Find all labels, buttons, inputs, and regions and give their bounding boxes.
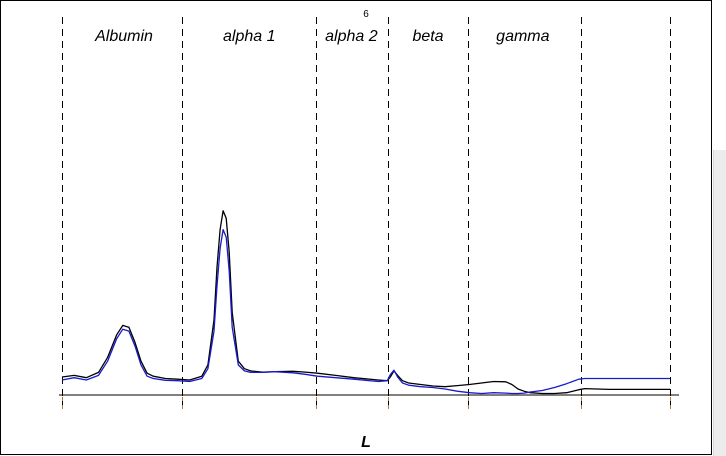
band-label-3: beta <box>412 28 443 45</box>
band-label-0: Albumin <box>94 28 153 45</box>
band-label-2: alpha 2 <box>325 28 378 45</box>
band-label-1: alpha 1 <box>223 28 276 45</box>
scrollbar-track[interactable] <box>713 150 726 456</box>
series-line-1 <box>61 228 670 395</box>
x-axis-label: L <box>361 434 371 451</box>
series-line-0 <box>61 210 670 395</box>
band-label-4: gamma <box>496 28 549 45</box>
chart-plot: 6 Albumin alpha 1 alpha 2 beta gamma L <box>59 9 679 451</box>
page-number: 6 <box>363 9 369 20</box>
chart-frame: 6 Albumin alpha 1 alpha 2 beta gamma L <box>0 0 712 455</box>
